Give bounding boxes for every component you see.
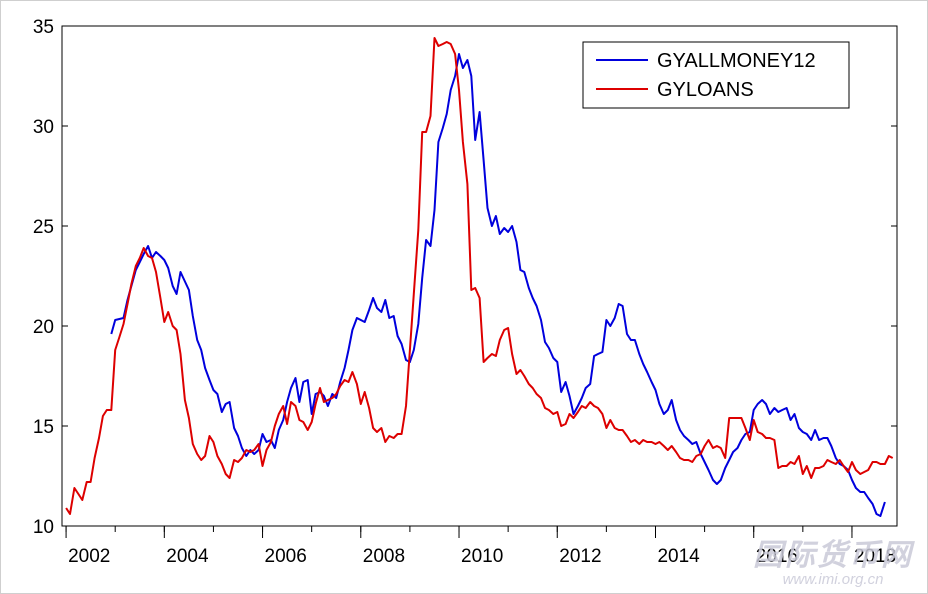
- x-tick-label: 2014: [657, 546, 700, 567]
- x-tick-label: 2002: [68, 546, 110, 567]
- y-tick-label: 35: [33, 17, 54, 38]
- series-line-gyallmoney12: [110, 53, 886, 517]
- x-tick-label: 2004: [166, 546, 209, 567]
- watermark-title: 国际货币网: [753, 538, 913, 573]
- x-tick-label: 2010: [461, 546, 503, 567]
- legend-label-gyloans: GYLOANS: [657, 79, 754, 101]
- y-tick-label: 10: [33, 517, 54, 538]
- legend-box: [582, 41, 850, 109]
- x-tick-label: 2012: [559, 546, 601, 567]
- x-tick-label: 2008: [363, 546, 405, 567]
- x-axis: 2002 2004 2006 2008 2010 2012 2014 2016 2018: [65, 526, 896, 567]
- legend: GYALLMONEY12 GYLOANS: [582, 41, 850, 109]
- watermark-logo: 国际货币网 www.imi.org.cn: [748, 540, 918, 588]
- x-tick-label: 2006: [265, 546, 307, 567]
- watermark-url: www.imi.org.cn: [782, 571, 884, 588]
- y-tick-label: 30: [33, 117, 54, 138]
- series-lines: [65, 37, 894, 517]
- y-tick-label: 15: [33, 417, 54, 438]
- plot-area: [61, 25, 898, 527]
- x-tick-label: 2016: [756, 546, 798, 567]
- legend-label-gyallmoney12: GYALLMONEY12: [657, 50, 816, 72]
- y-tick-label: 25: [33, 217, 54, 238]
- y-tick-label: 20: [33, 317, 54, 338]
- series-line-gyloans: [65, 37, 894, 515]
- x-tick-label: 2018: [854, 546, 896, 567]
- y-axis: 10 15 20 25 30 35: [33, 17, 897, 538]
